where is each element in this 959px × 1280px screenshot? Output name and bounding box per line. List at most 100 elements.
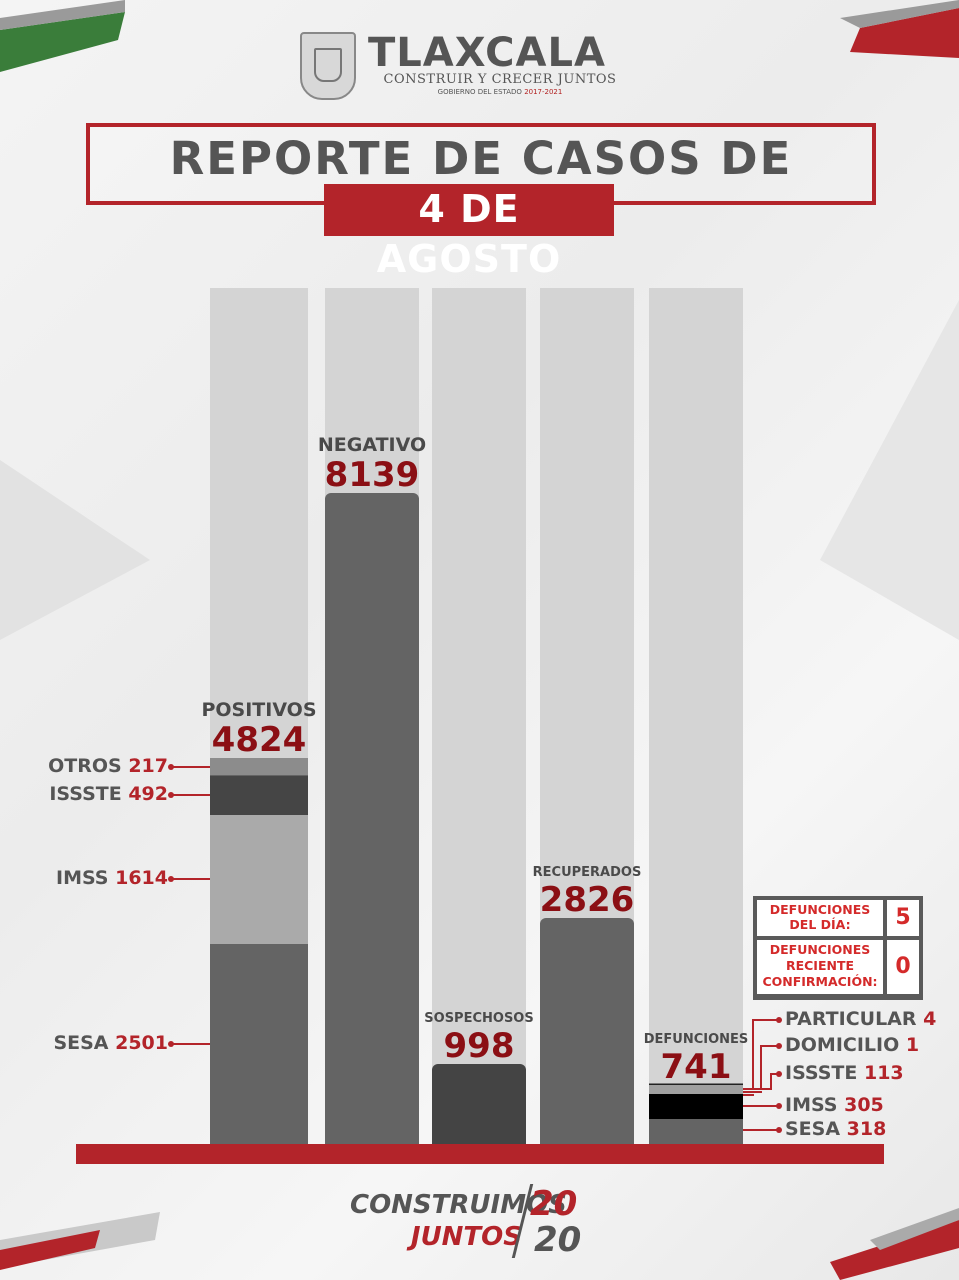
positivos-segment-issste (210, 775, 308, 815)
defunciones-connector-particular (752, 1019, 778, 1021)
positivos-connector-otros (170, 765, 210, 768)
defunciones-connector-issste (770, 1073, 778, 1075)
defunciones-dot-sesa (776, 1127, 782, 1133)
defunciones-dot-domicilio (776, 1043, 782, 1049)
positivos-connector-sesa (170, 1042, 210, 1045)
positivos-connector-imss (170, 878, 210, 881)
recent-deaths-value: 0 (895, 954, 911, 979)
column-background-defunciones (649, 288, 743, 1144)
legend-name: IMSS (785, 1094, 845, 1116)
brand-government: GOBIERNO DEL ESTADO 2017-2021 (370, 88, 630, 96)
defunciones-riser-domicilio (760, 1046, 762, 1090)
positivos-legend-issste: ISSSTE 492 (49, 783, 168, 805)
positivos-dot-issste (168, 792, 174, 799)
legend-name: SESA (53, 1031, 116, 1054)
daily-deaths-label-2: DEL DÍA: (789, 917, 851, 932)
defunciones-segment-domicilio (649, 1084, 743, 1086)
positivos-legend-sesa: SESA 2501 (53, 1032, 168, 1054)
defunciones-legend-particular: PARTICULAR 4 (785, 1008, 936, 1030)
defunciones-connector-imss (743, 1105, 778, 1107)
bar-label-positivos: POSITIVOS (201, 699, 317, 722)
legend-name: PARTICULAR (785, 1008, 924, 1030)
daily-deaths-value: 5 (895, 905, 911, 930)
daily-deaths-value-cell: 5 (887, 900, 919, 936)
brand-tagline: CONSTRUIR Y CRECER JUNTOS (383, 72, 617, 87)
recent-deaths-label-2: RECIENTE (785, 958, 855, 973)
recent-deaths-label-cell: DEFUNCIONES RECIENTE CONFIRMACIÓN: (757, 940, 883, 994)
defunciones-segment-sesa (649, 1118, 743, 1144)
defunciones-legend-sesa: SESA 318 (785, 1118, 886, 1140)
legend-name: DOMICILIO (785, 1034, 906, 1056)
defunciones-tick-domicilio (743, 1091, 762, 1093)
legend-value: 1614 (115, 867, 168, 890)
footer-year-bottom: 20 (534, 1220, 582, 1260)
bar-value-sospechosos: 998 (443, 1026, 515, 1067)
bar-value-negativo: 8139 (324, 455, 420, 495)
defunciones-dot-issste (776, 1071, 782, 1077)
chart-baseline (76, 1144, 884, 1164)
bar-value-defunciones: 741 (660, 1046, 732, 1087)
legend-name: ISSSTE (49, 783, 129, 806)
daily-deaths-label-1: DEFUNCIONES (769, 902, 871, 917)
daily-deaths-label-cell: DEFUNCIONES DEL DÍA: (757, 900, 883, 936)
footer-slogan-2: JUNTOS (410, 1222, 522, 1252)
legend-value: 318 (846, 1118, 887, 1140)
defunciones-riser-issste (770, 1074, 772, 1090)
footer-slogan-1: CONSTRUIMOS (350, 1190, 567, 1220)
defunciones-connector-sesa (743, 1129, 778, 1131)
defunciones-connector-domicilio (760, 1045, 778, 1047)
legend-name: IMSS (56, 867, 116, 890)
bar-value-recuperados: 2826 (539, 879, 635, 920)
positivos-legend-imss: IMSS 1614 (56, 867, 168, 889)
legend-name: ISSSTE (785, 1062, 864, 1084)
legend-value: 305 (844, 1094, 884, 1116)
report-date: 4 DE AGOSTO (324, 184, 614, 281)
government-label: GOBIERNO DEL ESTADO (437, 88, 522, 96)
defunciones-tick-particular (743, 1094, 754, 1096)
bar-recuperados (540, 917, 634, 1144)
recent-deaths-label-1: DEFUNCIONES (769, 942, 871, 957)
legend-name: OTROS (48, 754, 129, 777)
recent-deaths-label-3: CONFIRMACIÓN: (762, 974, 878, 989)
bar-label-recuperados: RECUPERADOS (532, 864, 642, 880)
bar-label-defunciones: DEFUNCIONES (643, 1031, 749, 1047)
legend-value: 1 (905, 1034, 920, 1056)
bar-sospechosos (432, 1064, 526, 1144)
government-years: 2017-2021 (524, 88, 563, 96)
recent-deaths-value-cell: 0 (887, 940, 919, 994)
positivos-dot-otros (168, 763, 174, 770)
defunciones-legend-issste: ISSSTE 113 (785, 1062, 904, 1084)
deaths-info-box: DEFUNCIONES DEL DÍA: 5 DEFUNCIONES RECIE… (753, 896, 923, 1000)
legend-value: 492 (128, 783, 168, 806)
positivos-segment-otros (210, 758, 308, 776)
legend-value: 113 (863, 1062, 904, 1084)
bar-value-positivos: 4824 (211, 720, 307, 761)
defunciones-dot-particular (776, 1017, 782, 1023)
defunciones-segment-imss (649, 1094, 743, 1119)
positivos-dot-imss (168, 876, 174, 883)
bar-label-negativo: NEGATIVO (317, 434, 427, 456)
positivos-connector-issste (170, 794, 210, 797)
bar-negativo (325, 493, 419, 1144)
positivos-segment-imss (210, 814, 308, 944)
defunciones-segment-issste (649, 1085, 743, 1095)
footer-year-top: 20 (530, 1184, 578, 1224)
legend-name: SESA (785, 1118, 847, 1140)
defunciones-legend-imss: IMSS 305 (785, 1094, 884, 1116)
legend-value: 217 (128, 754, 168, 777)
bar-label-sospechosos: SOSPECHOSOS (424, 1011, 534, 1027)
defunciones-dot-imss (776, 1103, 782, 1109)
defunciones-riser-particular (752, 1020, 754, 1090)
brand-title: TLAXCALA (368, 30, 606, 76)
state-seal-icon (300, 32, 356, 100)
defunciones-tick-issste (743, 1088, 772, 1090)
defunciones-segment-particular (649, 1083, 743, 1085)
positivos-dot-sesa (168, 1040, 174, 1047)
positivos-legend-otros: OTROS 217 (48, 755, 168, 777)
column-background-sospechosos (432, 288, 526, 1144)
legend-value: 2501 (115, 1031, 168, 1054)
defunciones-legend-domicilio: DOMICILIO 1 (785, 1034, 919, 1056)
positivos-segment-sesa (210, 943, 308, 1144)
legend-value: 4 (923, 1008, 937, 1030)
